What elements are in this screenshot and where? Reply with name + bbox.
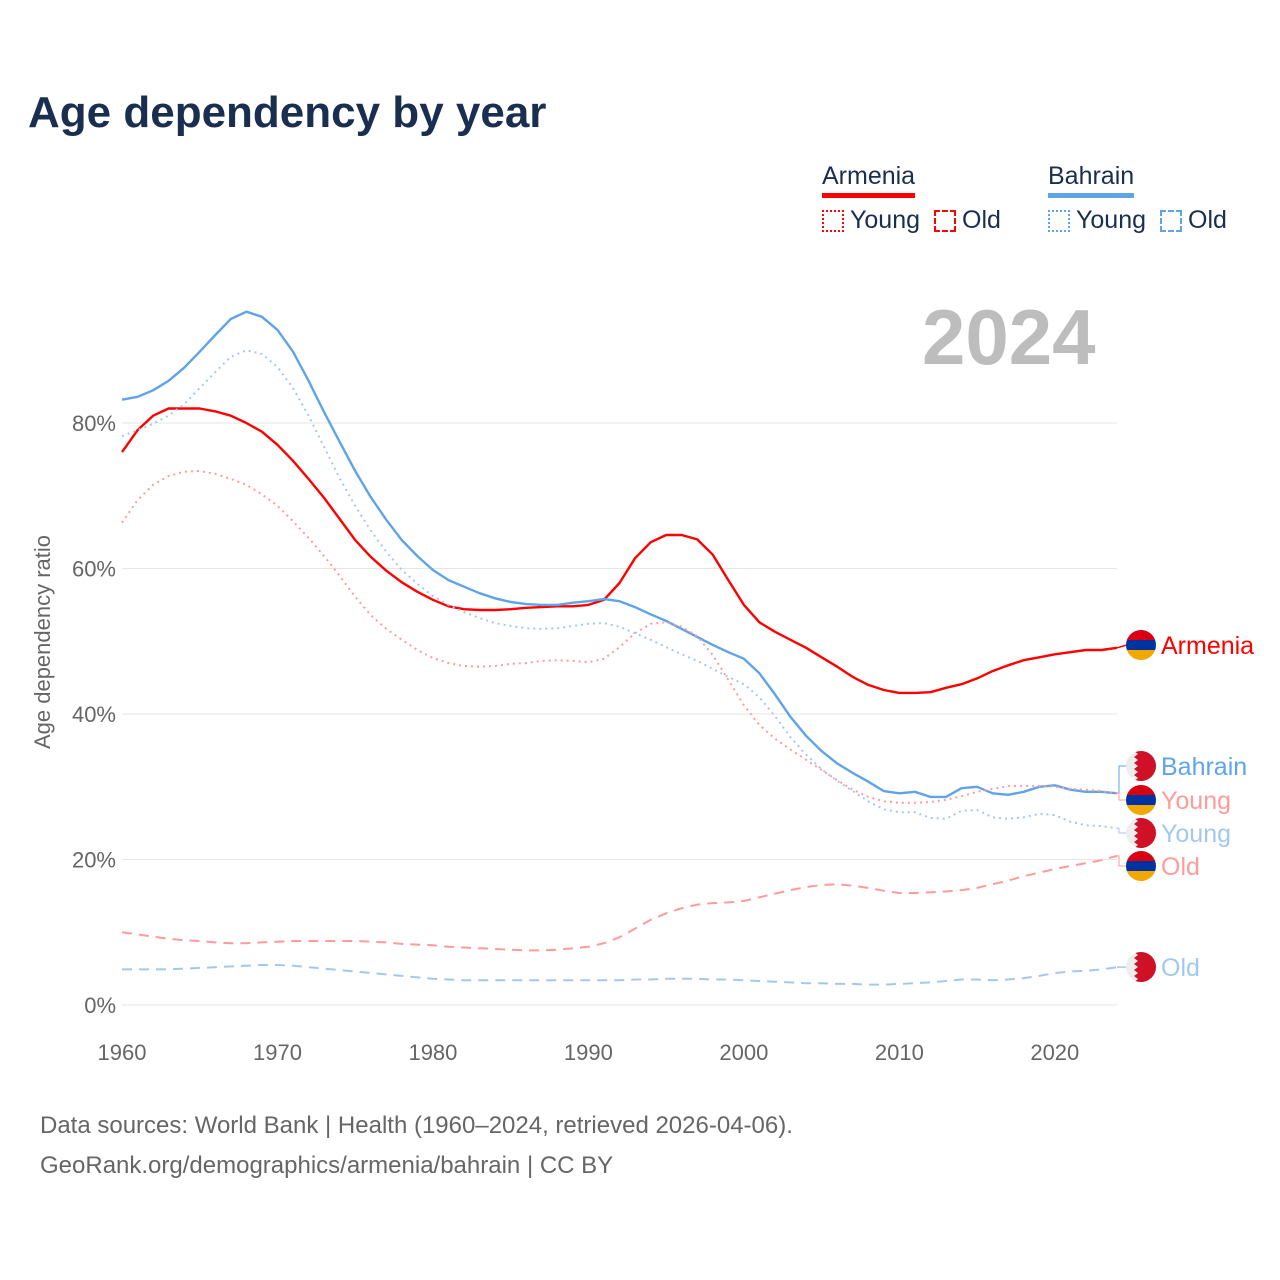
flag-stripe: [1126, 871, 1156, 881]
year-display: 2024: [922, 293, 1096, 381]
dotted-swatch-icon: [822, 209, 844, 232]
label-connector: [1117, 827, 1127, 834]
y-axis-label: Age dependency ratio: [30, 535, 55, 749]
flag-stripe: [1126, 795, 1156, 805]
y-tick-label: 80%: [72, 411, 116, 436]
legend-label: Old: [962, 206, 1001, 234]
armenia-flag-icon: [1126, 851, 1156, 881]
dashed-swatch-icon: [934, 209, 956, 232]
series-line-bahrain-young: [121, 349, 1118, 830]
series-line-bahrain-old: [122, 964, 1118, 986]
legend-label: Old: [1188, 206, 1227, 234]
x-tick-label: 2020: [1030, 1040, 1079, 1065]
flag-serrated-field: [1134, 818, 1156, 848]
series-line-bahrain: [121, 310, 1118, 799]
flag-stripe: [1126, 650, 1156, 660]
series-line-armenia-young: [121, 470, 1118, 804]
bahrain-flag-icon: [1126, 751, 1156, 781]
legend-country-armenia[interactable]: Armenia: [822, 162, 916, 198]
x-tick-label: 2000: [719, 1040, 768, 1065]
legend-item-bahrain-old[interactable]: Old: [1160, 206, 1227, 235]
bahrain-flag-icon: [1126, 952, 1156, 982]
end-label: Young: [1161, 787, 1231, 815]
dotted-swatch-icon: [1048, 209, 1070, 232]
label-connector: [1117, 792, 1127, 801]
end-label: Bahrain: [1161, 753, 1247, 781]
y-tick-label: 20%: [72, 848, 116, 873]
x-tick-label: 1990: [564, 1040, 613, 1065]
bahrain-flag-icon: [1126, 818, 1156, 848]
chart-title: Age dependency by year: [28, 88, 547, 137]
label-connector: [1116, 644, 1128, 649]
flag-stripe: [1126, 640, 1156, 650]
x-tick-label: 1960: [98, 1040, 147, 1065]
legend-armenia: Armenia Young Old: [822, 162, 1001, 235]
armenia-flag-icon: [1126, 630, 1156, 660]
flag-stripe: [1126, 785, 1156, 795]
footer: Data sources: World Bank | Health (1960–…: [40, 1106, 793, 1186]
legend-country-bahrain[interactable]: Bahrain: [1048, 162, 1135, 198]
flag-stripe: [1126, 851, 1156, 861]
x-tick-label: 2010: [875, 1040, 924, 1065]
y-tick-label: 60%: [72, 557, 116, 582]
end-label: Old: [1161, 853, 1200, 881]
legend-item-armenia-young[interactable]: Young: [822, 206, 920, 235]
y-tick-label: 40%: [72, 702, 116, 727]
series-line-armenia-old: [121, 854, 1118, 952]
label-connector: [1117, 855, 1127, 867]
x-tick-label: 1980: [408, 1040, 457, 1065]
legend-bahrain: Bahrain Young Old: [1048, 162, 1227, 235]
flag-stripe: [1126, 861, 1156, 871]
y-tick-label: 0%: [84, 993, 116, 1018]
legend-label: Young: [850, 206, 920, 234]
flag-serrated-field: [1134, 952, 1156, 982]
series-line-armenia: [121, 407, 1118, 695]
end-label: Old: [1161, 954, 1200, 982]
flag-serrated-field: [1134, 751, 1156, 781]
end-label: Young: [1161, 820, 1231, 848]
flag-stripe: [1126, 805, 1156, 815]
armenia-flag-icon: [1126, 785, 1156, 815]
attribution-link[interactable]: GeoRank.org/demographics/armenia/bahrain…: [40, 1152, 614, 1179]
dashed-swatch-icon: [1160, 209, 1182, 232]
label-connector: [1117, 765, 1127, 794]
legend-item-bahrain-young[interactable]: Young: [1048, 206, 1146, 235]
legend-label: Young: [1076, 206, 1146, 234]
flag-stripe: [1126, 630, 1156, 640]
x-tick-label: 1970: [253, 1040, 302, 1065]
legend-item-armenia-old[interactable]: Old: [934, 206, 1001, 235]
end-label: Armenia: [1161, 632, 1254, 660]
data-source-text: Data sources: World Bank | Health (1960–…: [40, 1112, 793, 1139]
